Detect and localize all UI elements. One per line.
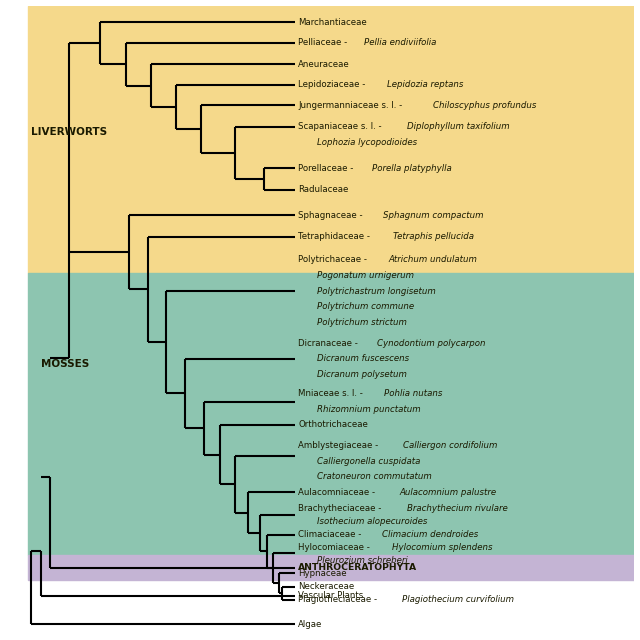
Text: Pogonatum urnigerum: Pogonatum urnigerum [317, 271, 414, 280]
Text: Pellia endiviifolia: Pellia endiviifolia [364, 38, 436, 47]
Text: Hylocomiaceae -: Hylocomiaceae - [298, 543, 372, 552]
Text: Algae: Algae [298, 620, 323, 628]
Text: Vascular Plants: Vascular Plants [298, 591, 364, 600]
Bar [28, 273, 634, 555]
Text: Polytrichum commune: Polytrichum commune [317, 302, 414, 311]
Text: Atrichum undulatum: Atrichum undulatum [388, 255, 477, 264]
Bar [28, 6, 634, 273]
Text: Hylocomium splendens: Hylocomium splendens [392, 543, 493, 552]
Text: Chiloscyphus profundus: Chiloscyphus profundus [433, 101, 537, 110]
Text: Tetraphis pellucida: Tetraphis pellucida [392, 232, 474, 241]
Text: Plagiothecium curvifolium: Plagiothecium curvifolium [401, 595, 513, 604]
Text: ANTHROCERATOPHYTA: ANTHROCERATOPHYTA [298, 563, 417, 572]
Text: Cratoneuron commutatum: Cratoneuron commutatum [317, 472, 431, 481]
Text: Dicranum polysetum: Dicranum polysetum [317, 370, 407, 379]
Text: Polytrichaceae -: Polytrichaceae - [298, 255, 370, 264]
Text: Scapaniaceae s. l. -: Scapaniaceae s. l. - [298, 122, 385, 131]
Text: Sphagnum compactum: Sphagnum compactum [383, 211, 484, 220]
Text: Brachythecium rivulare: Brachythecium rivulare [407, 504, 508, 513]
Text: Orthotrichaceae: Orthotrichaceae [298, 420, 368, 429]
Text: Pohlia nutans: Pohlia nutans [383, 389, 442, 398]
Text: Sphagnaceae -: Sphagnaceae - [298, 211, 365, 220]
Text: Jungermanniaceae s. l. -: Jungermanniaceae s. l. - [298, 101, 405, 110]
Text: Amblystegiaceae -: Amblystegiaceae - [298, 441, 381, 450]
Text: Diplophyllum taxifolium: Diplophyllum taxifolium [407, 122, 510, 131]
Text: Isothecium alopecuroides: Isothecium alopecuroides [317, 517, 428, 526]
Text: Tetraphidaceae -: Tetraphidaceae - [298, 232, 372, 241]
Text: Hypnaceae: Hypnaceae [298, 569, 347, 578]
Text: Marchantiaceae: Marchantiaceae [298, 17, 367, 27]
Text: Polytrichum strictum: Polytrichum strictum [317, 318, 407, 327]
Text: Lepidoziaceae -: Lepidoziaceae - [298, 80, 368, 90]
Text: Mniaceae s. l. -: Mniaceae s. l. - [298, 389, 365, 398]
Text: Pelliaceae -: Pelliaceae - [298, 38, 350, 47]
Text: Brachytheciaceae -: Brachytheciaceae - [298, 504, 384, 513]
Text: Dicranaceae -: Dicranaceae - [298, 339, 361, 348]
Text: Lophozia lycopodioides: Lophozia lycopodioides [317, 138, 417, 147]
Text: Climacium dendroides: Climacium dendroides [381, 530, 478, 539]
Text: Lepidozia reptans: Lepidozia reptans [387, 80, 463, 90]
Text: Polytrichastrum longisetum: Polytrichastrum longisetum [317, 287, 436, 296]
Text: Pleurozium schreberi: Pleurozium schreberi [317, 556, 408, 564]
Text: LIVERWORTS: LIVERWORTS [31, 127, 108, 137]
Text: Aulacomniaceae -: Aulacomniaceae - [298, 488, 378, 497]
Bar [28, 555, 634, 580]
Text: MOSSES: MOSSES [41, 359, 89, 369]
Text: Plagiotheciaceae -: Plagiotheciaceae - [298, 595, 380, 604]
Text: Rhizomnium punctatum: Rhizomnium punctatum [317, 404, 420, 413]
Text: Aulacomnium palustre: Aulacomnium palustre [399, 488, 496, 497]
Text: Calliergon cordifolium: Calliergon cordifolium [403, 441, 497, 450]
Text: Calliergonella cuspidata: Calliergonella cuspidata [317, 456, 420, 466]
Text: Cynodontium polycarpon: Cynodontium polycarpon [377, 339, 486, 348]
Text: Porellaceae -: Porellaceae - [298, 164, 356, 173]
Text: Porella platyphylla: Porella platyphylla [372, 164, 451, 173]
Text: Neckeraceae: Neckeraceae [298, 582, 355, 591]
Text: Dicranum fuscescens: Dicranum fuscescens [317, 355, 409, 364]
Text: Aneuraceae: Aneuraceae [298, 60, 350, 68]
Text: Climaciaceae -: Climaciaceae - [298, 530, 364, 539]
Text: Radulaceae: Radulaceae [298, 185, 348, 194]
